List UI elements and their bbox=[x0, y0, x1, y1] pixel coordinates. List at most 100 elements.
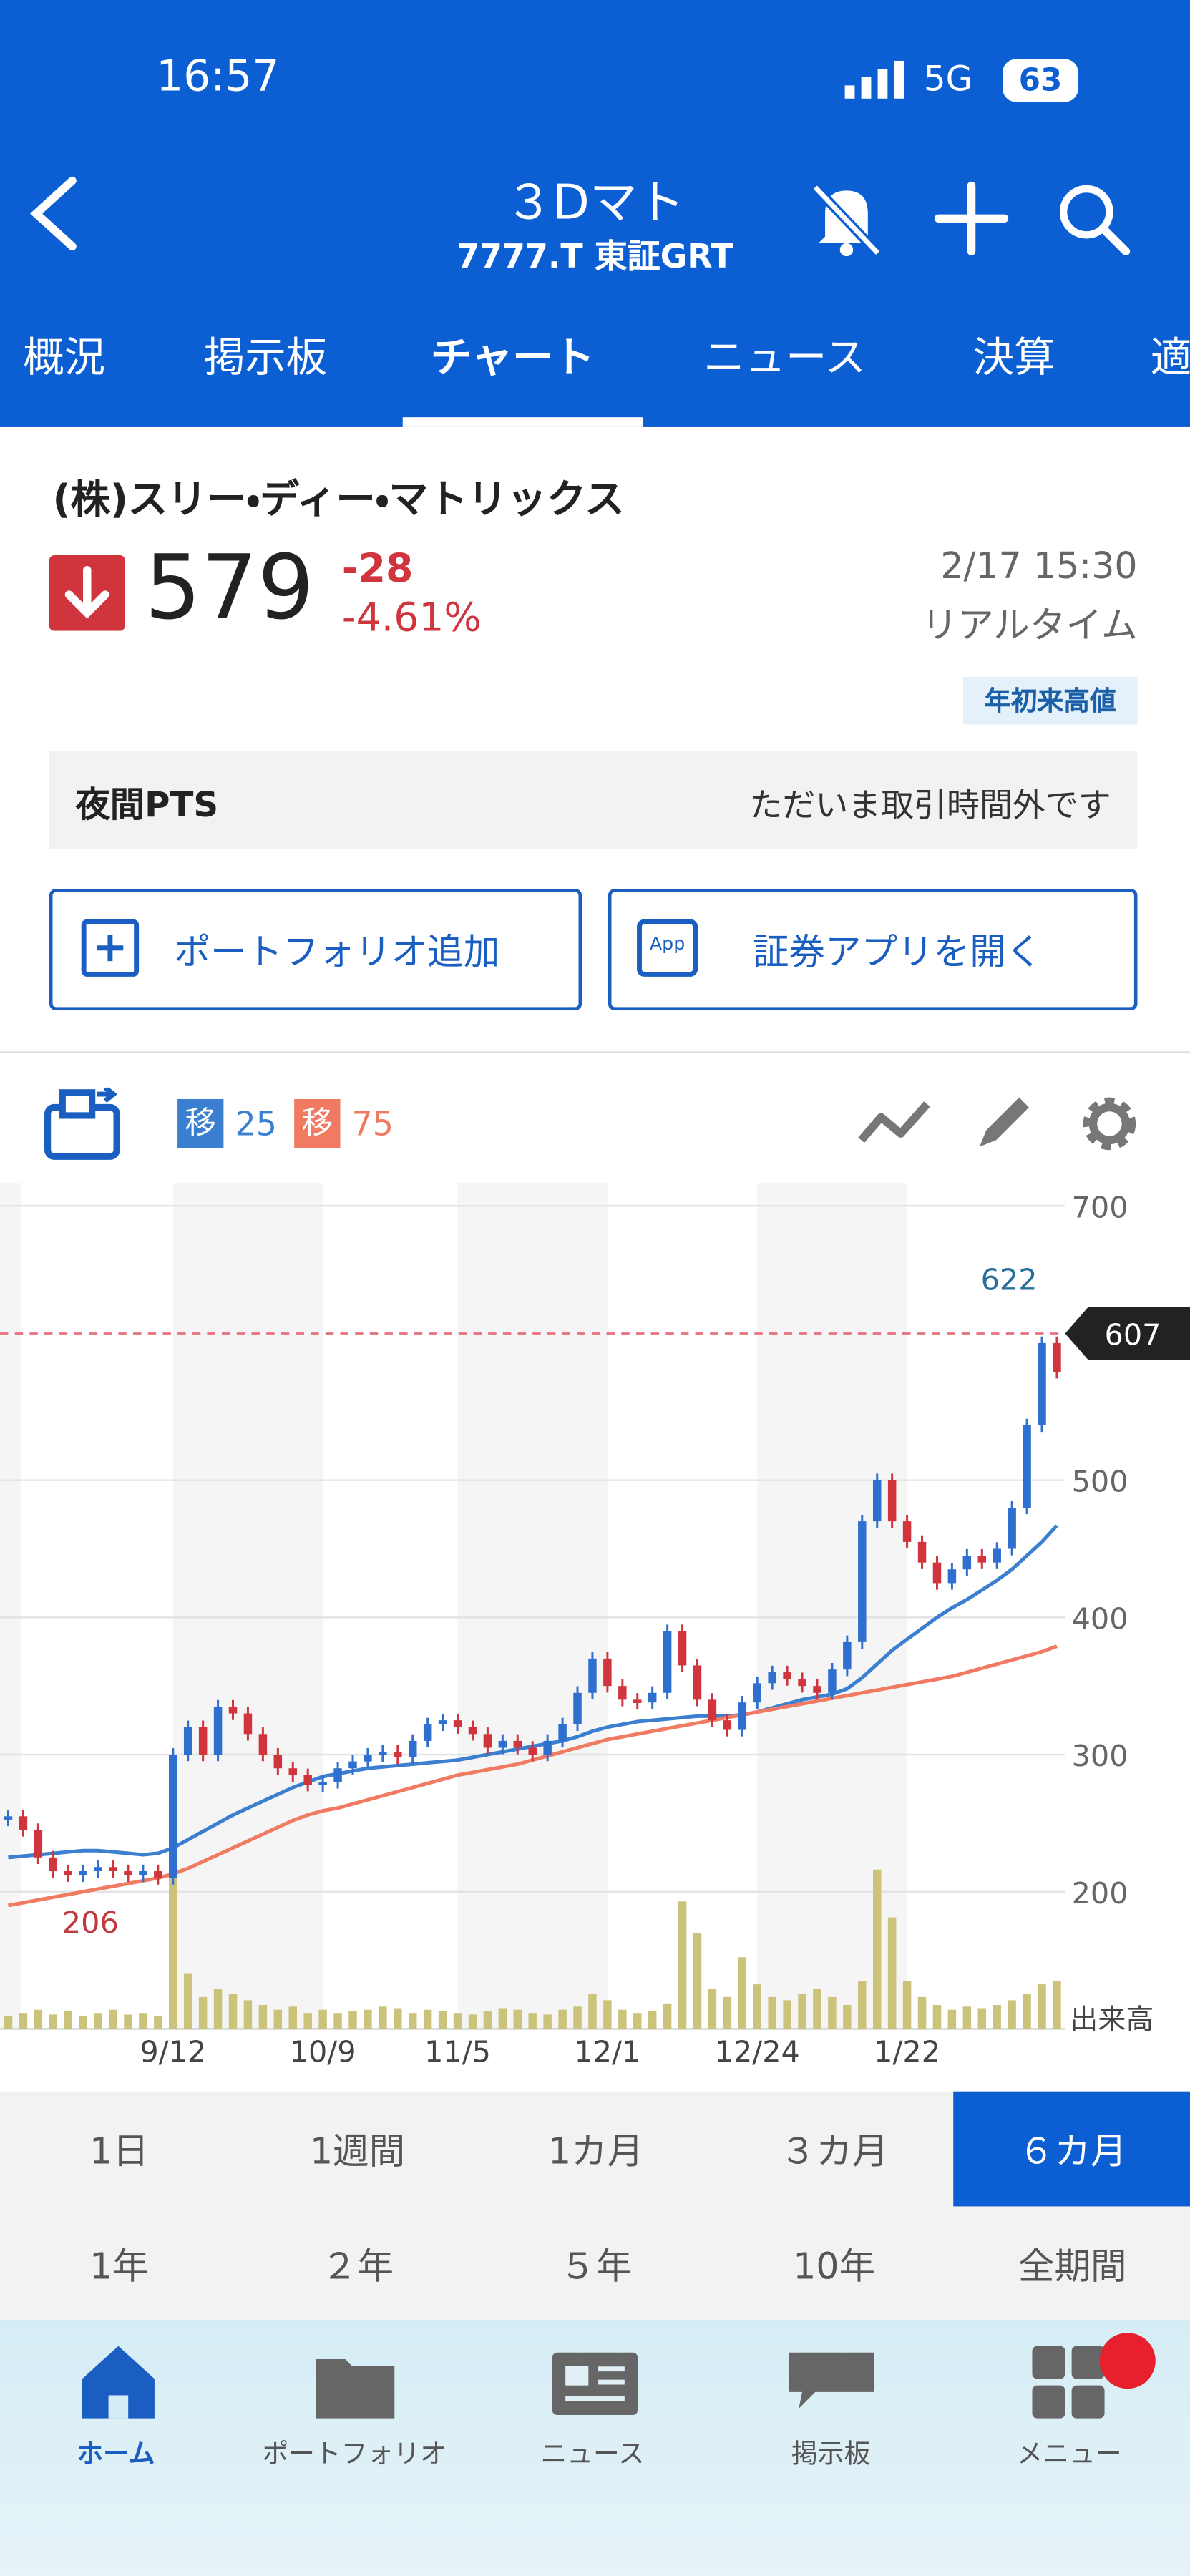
period-button[interactable]: ５年 bbox=[560, 2247, 633, 2289]
volume-bar bbox=[258, 2005, 268, 2029]
volume-bar bbox=[49, 2014, 58, 2029]
volume-bar bbox=[318, 2009, 327, 2029]
alert-button[interactable] bbox=[806, 177, 888, 260]
period-button[interactable]: 1週間 bbox=[309, 2132, 406, 2174]
volume-bar bbox=[1008, 2000, 1016, 2029]
volume-bar bbox=[887, 1917, 897, 2029]
pts-label: 夜間PTS bbox=[75, 785, 219, 825]
stripe bbox=[457, 1183, 608, 2029]
signal-icon bbox=[844, 60, 904, 99]
compare-icon[interactable] bbox=[43, 1087, 125, 1163]
volume-bar bbox=[94, 2013, 102, 2029]
volume-bar bbox=[64, 2011, 72, 2029]
pts-status: ただいま取引時間外です bbox=[749, 785, 1111, 825]
y-tick-label: 300 bbox=[1072, 1739, 1128, 1773]
period-button[interactable]: ６カ月 bbox=[953, 2091, 1190, 2207]
nav-item[interactable]: メニュー bbox=[1016, 2438, 1122, 2469]
app-header: 16:57 5G 63 ３Dマト 7777.T 東証GRT 概況 掲示板 チャー… bbox=[0, 0, 1190, 427]
y-tick-label: 200 bbox=[1072, 1876, 1128, 1911]
nav-item[interactable]: ホーム bbox=[77, 2438, 155, 2469]
volume-bar bbox=[947, 2009, 957, 2029]
volume-bar bbox=[678, 1901, 687, 2029]
volume-bar bbox=[932, 2005, 942, 2029]
price-chart: 200 300 400 500 700 出来高 9/12 10/9 11/5 12/1 12/24 1… bbox=[0, 1183, 1190, 2069]
volume-bar bbox=[528, 2013, 537, 2029]
nav-item[interactable]: 掲示板 bbox=[791, 2438, 871, 2469]
x-tick-label: 10/9 bbox=[290, 2034, 356, 2069]
button-label: ポートフォリオ追加 bbox=[174, 933, 500, 975]
volume-bar bbox=[379, 2006, 387, 2029]
volume-bar bbox=[364, 2009, 372, 2029]
volume-bar bbox=[993, 2005, 1001, 2029]
volume-bar bbox=[618, 2009, 627, 2029]
period-button[interactable]: 1日 bbox=[89, 2132, 149, 2174]
tab[interactable]: 適 bbox=[1150, 333, 1190, 381]
volume-bar bbox=[962, 2006, 972, 2029]
company-name: (株)スリー・ディー・マトリックス bbox=[52, 476, 625, 523]
volume-bar bbox=[693, 1933, 702, 2029]
plus-icon bbox=[81, 919, 140, 977]
stripe bbox=[172, 1183, 323, 2029]
volume-bar bbox=[273, 2009, 283, 2029]
volume-bar bbox=[483, 2011, 492, 2029]
volume-bar bbox=[154, 2016, 162, 2029]
volume-bar bbox=[348, 2011, 357, 2029]
date: 2/17 15:30 bbox=[940, 547, 1138, 588]
volume-bar bbox=[603, 2000, 612, 2029]
volume-bar bbox=[768, 1996, 776, 2029]
add-button[interactable] bbox=[930, 177, 1013, 260]
volume-bar bbox=[498, 2008, 507, 2029]
volume-bar bbox=[109, 2009, 117, 2029]
divider bbox=[0, 1051, 1190, 1053]
tab[interactable]: 掲示板 bbox=[203, 333, 328, 381]
volume-bar bbox=[1038, 1984, 1046, 2029]
x-tick-label: 11/5 bbox=[424, 2034, 491, 2069]
volume-bar bbox=[453, 2013, 462, 2029]
volume-bar bbox=[408, 2013, 417, 2029]
volume-bar bbox=[183, 1973, 192, 2029]
tab[interactable]: 概況 bbox=[23, 333, 106, 381]
badge: 年初来高値 bbox=[963, 676, 1138, 725]
chart-tools[interactable] bbox=[854, 1091, 1150, 1156]
volume-bar bbox=[858, 1981, 867, 2029]
portfolio-button[interactable]: ポートフォリオ追加 bbox=[49, 889, 582, 1010]
period-button[interactable]: ２年 bbox=[321, 2247, 394, 2289]
volume-bar bbox=[288, 2006, 297, 2029]
down-icon bbox=[49, 555, 125, 631]
app-button[interactable]: App 証券アプリを開く bbox=[608, 889, 1138, 1010]
period-button[interactable]: 1年 bbox=[89, 2247, 149, 2289]
tab-active[interactable]: チャート bbox=[430, 333, 595, 381]
app-icon: App bbox=[637, 919, 698, 977]
volume-bar bbox=[573, 2006, 582, 2029]
volume-bar bbox=[303, 2013, 312, 2029]
stripe bbox=[0, 1183, 21, 2029]
ma-period: 25 bbox=[235, 1103, 277, 1143]
period-button[interactable]: 10年 bbox=[793, 2247, 876, 2289]
tab[interactable]: ニュース bbox=[703, 333, 866, 381]
back-button[interactable] bbox=[23, 174, 89, 253]
volume-bar bbox=[19, 2013, 28, 2029]
stripe bbox=[757, 1183, 907, 2029]
volume-bar bbox=[843, 2005, 852, 2029]
tab[interactable]: 決算 bbox=[972, 333, 1055, 381]
period-button[interactable]: 1カ月 bbox=[548, 2132, 644, 2174]
period-button[interactable]: ３カ月 bbox=[779, 2132, 889, 2174]
button-label: 証券アプリを開く bbox=[753, 933, 1043, 975]
search-button[interactable] bbox=[1052, 177, 1134, 260]
volume-bar bbox=[438, 2011, 447, 2029]
nav-item[interactable]: ポートフォリオ bbox=[262, 2438, 447, 2469]
volume-bar bbox=[648, 2011, 657, 2029]
period-button[interactable]: 全期間 bbox=[1018, 2247, 1127, 2289]
low-label: 206 bbox=[62, 1906, 119, 1940]
nav-item[interactable]: ニュース bbox=[540, 2438, 645, 2469]
tab-underline bbox=[402, 417, 643, 427]
volume-bar bbox=[798, 1994, 806, 2029]
high-label: 622 bbox=[981, 1263, 1038, 1297]
volume-bar bbox=[79, 2016, 87, 2029]
volume-bar bbox=[513, 2009, 522, 2029]
volume-bar bbox=[543, 2014, 552, 2029]
change: -28 bbox=[341, 545, 414, 592]
header-title: ３Dマト bbox=[504, 174, 686, 230]
